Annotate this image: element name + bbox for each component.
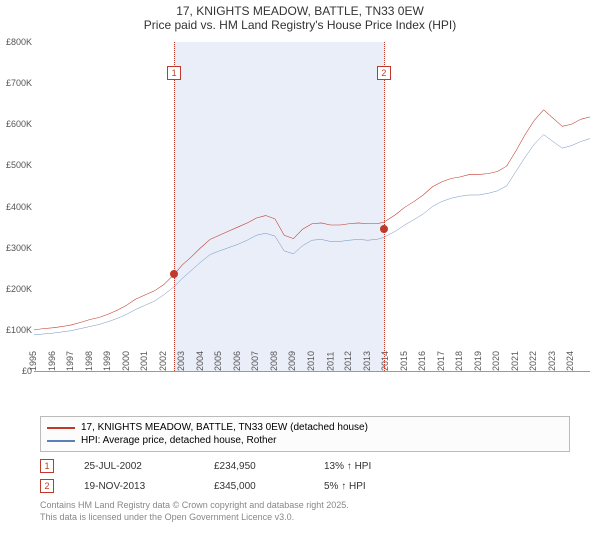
footer-attribution: Contains HM Land Registry data © Crown c… [40,500,570,523]
x-axis-label: 2007 [246,351,252,371]
title-subtitle: Price paid vs. HM Land Registry's House … [0,18,600,32]
x-axis-label: 2016 [413,351,419,371]
x-axis-label: 2024 [561,351,567,371]
legend-row-red: 17, KNIGHTS MEADOW, BATTLE, TN33 0EW (de… [47,421,563,434]
x-axis-label: 2001 [135,351,141,371]
y-axis-label: £600K [0,119,32,129]
y-axis-label: £800K [0,37,32,47]
x-axis-label: 2011 [321,352,327,371]
x-axis-label: 2018 [450,351,456,371]
transaction-price: £234,950 [214,461,294,472]
x-axis-label: 1998 [80,351,86,371]
x-axis-label: 2022 [524,351,530,371]
x-axis-label: 2020 [487,351,493,371]
plot-region: £0£100K£200K£300K£400K£500K£600K£700K£80… [34,42,590,372]
legend-swatch-blue [47,440,75,442]
y-axis-label: £400K [0,202,32,212]
transaction-marker-2: 2 [40,479,54,493]
y-axis-label: £700K [0,78,32,88]
x-axis-label: 2005 [209,351,215,371]
transaction-delta: 5% ↑ HPI [324,481,366,492]
x-axis-label: 2009 [283,351,289,371]
transaction-vline [384,42,385,371]
transaction-marker-box: 1 [167,66,181,80]
x-axis-label: 2017 [432,351,438,371]
x-axis-label: 2008 [265,351,271,371]
title-address: 17, KNIGHTS MEADOW, BATTLE, TN33 0EW [0,4,600,18]
y-axis-label: £200K [0,284,32,294]
chart-title-block: 17, KNIGHTS MEADOW, BATTLE, TN33 0EW Pri… [0,0,600,34]
footer-line2: This data is licensed under the Open Gov… [40,512,570,524]
x-axis-label: 2002 [154,351,160,371]
transaction-date: 19-NOV-2013 [84,481,184,492]
transaction-dot [170,270,178,278]
x-axis-label: 2015 [395,351,401,371]
x-axis-label: 2023 [543,351,549,371]
transaction-delta: 13% ↑ HPI [324,461,371,472]
x-axis-label: 1999 [98,351,104,371]
legend-row-blue: HPI: Average price, detached house, Roth… [47,434,563,447]
x-axis-label: 1996 [43,351,49,371]
transaction-vline [174,42,175,371]
x-axis-label: 2000 [117,351,123,371]
y-axis-label: £100K [0,325,32,335]
legend-box: 17, KNIGHTS MEADOW, BATTLE, TN33 0EW (de… [40,416,570,452]
transaction-row: 1 25-JUL-2002 £234,950 13% ↑ HPI [40,456,570,476]
x-axis-label: 2010 [302,351,308,371]
transaction-date: 25-JUL-2002 [84,461,184,472]
transaction-marker-1: 1 [40,459,54,473]
legend-label-blue: HPI: Average price, detached house, Roth… [81,435,277,446]
transaction-dot [380,225,388,233]
x-axis-label: 2014 [376,351,382,371]
transactions-table: 1 25-JUL-2002 £234,950 13% ↑ HPI 2 19-NO… [40,456,570,496]
x-axis-label: 1995 [24,351,30,371]
x-axis-label: 2012 [339,351,345,371]
chart-area: £0£100K£200K£300K£400K£500K£600K£700K£80… [34,34,590,410]
x-axis-label: 2021 [506,351,512,371]
x-axis-label: 2013 [358,351,364,371]
x-axis-label: 2004 [191,351,197,371]
x-axis-label: 1997 [61,351,67,371]
legend-swatch-red [47,427,75,429]
x-axis-label: 2019 [469,351,475,371]
legend-label-red: 17, KNIGHTS MEADOW, BATTLE, TN33 0EW (de… [81,422,368,433]
transaction-marker-box: 2 [377,66,391,80]
transaction-row: 2 19-NOV-2013 £345,000 5% ↑ HPI [40,476,570,496]
line-series-svg [34,42,590,371]
x-axis-label: 2006 [228,351,234,371]
y-axis-label: £300K [0,243,32,253]
transaction-price: £345,000 [214,481,294,492]
y-axis-label: £500K [0,160,32,170]
footer-line1: Contains HM Land Registry data © Crown c… [40,500,570,512]
